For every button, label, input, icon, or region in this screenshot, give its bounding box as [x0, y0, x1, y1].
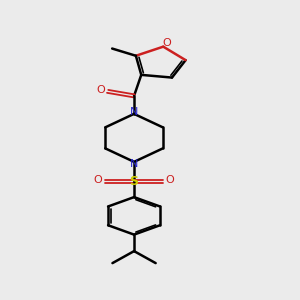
Text: O: O — [96, 85, 105, 95]
Text: S: S — [130, 175, 139, 188]
Text: O: O — [163, 38, 171, 48]
Text: O: O — [94, 175, 102, 185]
Text: N: N — [130, 159, 138, 169]
Text: N: N — [130, 106, 138, 117]
Text: O: O — [166, 175, 174, 185]
